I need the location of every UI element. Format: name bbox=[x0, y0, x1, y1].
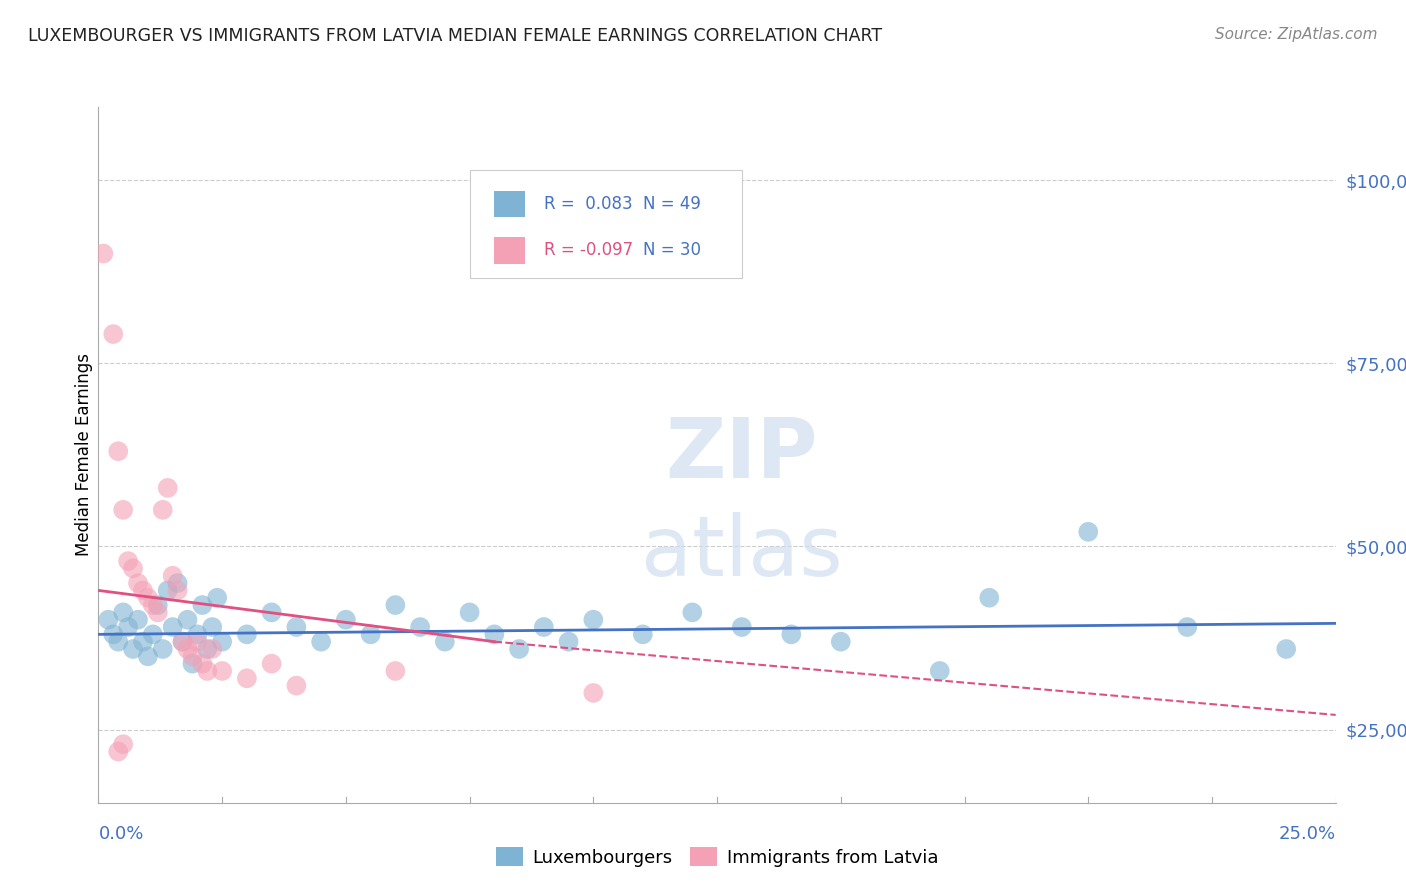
Point bbox=[557, 634, 579, 648]
Point bbox=[172, 634, 194, 648]
Point bbox=[433, 634, 456, 648]
Text: ZIP: ZIP bbox=[665, 415, 818, 495]
Point bbox=[191, 598, 214, 612]
Point bbox=[122, 561, 145, 575]
Point bbox=[1175, 620, 1198, 634]
Point bbox=[127, 613, 149, 627]
Point bbox=[93, 246, 115, 260]
Point bbox=[979, 591, 1001, 605]
Point bbox=[166, 583, 188, 598]
Text: 0.0%: 0.0% bbox=[98, 825, 143, 843]
Point bbox=[97, 613, 120, 627]
Point bbox=[260, 657, 283, 671]
Point bbox=[112, 606, 135, 620]
Point bbox=[928, 664, 950, 678]
Text: N = 30: N = 30 bbox=[643, 242, 700, 260]
Text: 25.0%: 25.0% bbox=[1278, 825, 1336, 843]
Point bbox=[142, 627, 165, 641]
Point bbox=[582, 686, 605, 700]
Point bbox=[162, 568, 184, 582]
Point bbox=[384, 598, 406, 612]
Point bbox=[142, 598, 165, 612]
Point bbox=[1077, 524, 1099, 539]
Point bbox=[162, 620, 184, 634]
Point bbox=[1275, 642, 1298, 657]
Point bbox=[132, 583, 155, 598]
Point bbox=[117, 554, 139, 568]
Bar bbox=[495, 237, 526, 263]
Point bbox=[384, 664, 406, 678]
Point bbox=[260, 606, 283, 620]
Legend: Luxembourgers, Immigrants from Latvia: Luxembourgers, Immigrants from Latvia bbox=[489, 840, 945, 874]
Point bbox=[285, 679, 308, 693]
Point bbox=[107, 444, 129, 458]
Point bbox=[172, 634, 194, 648]
Point bbox=[136, 649, 159, 664]
Point bbox=[112, 503, 135, 517]
Point bbox=[195, 642, 218, 657]
Point bbox=[152, 642, 174, 657]
Text: Source: ZipAtlas.com: Source: ZipAtlas.com bbox=[1215, 27, 1378, 42]
Point bbox=[236, 627, 259, 641]
Text: Median Female Earnings: Median Female Earnings bbox=[75, 353, 93, 557]
Point bbox=[166, 576, 188, 591]
Point bbox=[176, 642, 198, 657]
Point bbox=[211, 634, 233, 648]
Text: N = 49: N = 49 bbox=[643, 194, 700, 213]
Point bbox=[780, 627, 803, 641]
Point bbox=[731, 620, 754, 634]
FancyBboxPatch shape bbox=[470, 169, 742, 277]
Point bbox=[201, 642, 224, 657]
Point bbox=[458, 606, 481, 620]
Point bbox=[508, 642, 530, 657]
Text: R = -0.097: R = -0.097 bbox=[544, 242, 633, 260]
Point bbox=[335, 613, 357, 627]
Point bbox=[205, 591, 228, 605]
Point bbox=[156, 481, 179, 495]
Point bbox=[631, 627, 654, 641]
Point bbox=[132, 634, 155, 648]
Text: LUXEMBOURGER VS IMMIGRANTS FROM LATVIA MEDIAN FEMALE EARNINGS CORRELATION CHART: LUXEMBOURGER VS IMMIGRANTS FROM LATVIA M… bbox=[28, 27, 882, 45]
Point bbox=[830, 634, 852, 648]
Point bbox=[236, 671, 259, 685]
Point bbox=[107, 745, 129, 759]
Point bbox=[409, 620, 432, 634]
Point bbox=[146, 606, 169, 620]
Point bbox=[201, 620, 224, 634]
Point bbox=[176, 613, 198, 627]
Point bbox=[533, 620, 555, 634]
Point bbox=[117, 620, 139, 634]
Point bbox=[181, 657, 204, 671]
Point bbox=[191, 657, 214, 671]
Point bbox=[112, 737, 135, 751]
Text: R =  0.083: R = 0.083 bbox=[544, 194, 633, 213]
Text: atlas: atlas bbox=[641, 512, 842, 593]
Point bbox=[127, 576, 149, 591]
Point bbox=[309, 634, 332, 648]
Point bbox=[186, 627, 208, 641]
Point bbox=[152, 503, 174, 517]
Point bbox=[181, 649, 204, 664]
Point bbox=[156, 583, 179, 598]
Bar bbox=[495, 191, 526, 217]
Point bbox=[211, 664, 233, 678]
Point bbox=[146, 598, 169, 612]
Point bbox=[195, 664, 218, 678]
Point bbox=[285, 620, 308, 634]
Point bbox=[103, 327, 125, 342]
Point bbox=[136, 591, 159, 605]
Point bbox=[360, 627, 382, 641]
Point bbox=[103, 627, 125, 641]
Point bbox=[186, 634, 208, 648]
Point bbox=[122, 642, 145, 657]
Point bbox=[107, 634, 129, 648]
Point bbox=[484, 627, 506, 641]
Point bbox=[681, 606, 703, 620]
Point bbox=[582, 613, 605, 627]
